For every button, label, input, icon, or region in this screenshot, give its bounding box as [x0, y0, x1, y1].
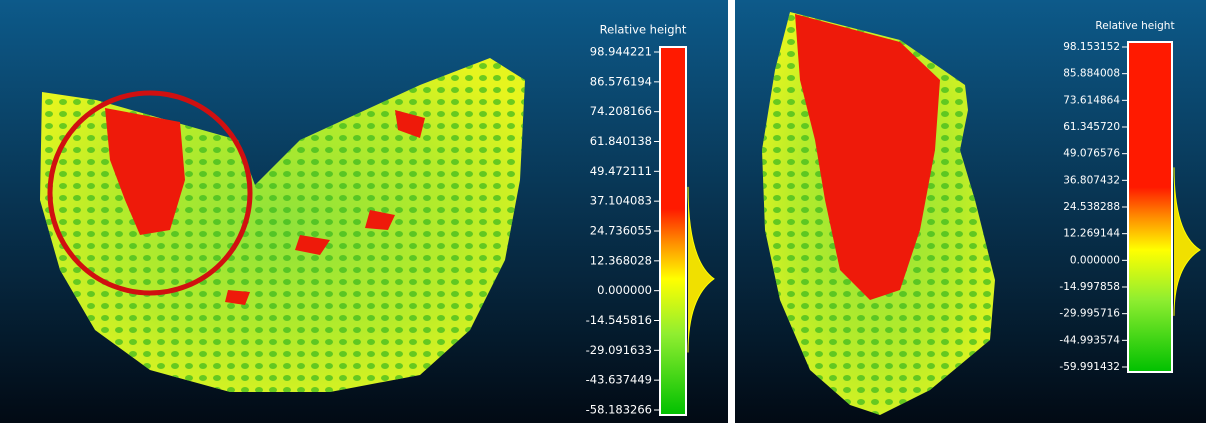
scale-label: 0.000000 [597, 283, 652, 297]
scale-label: 37.104083 [590, 194, 652, 208]
scale-label: 61.840138 [590, 134, 652, 148]
scale-title: Relative height [1095, 20, 1174, 32]
scale-label: -14.545816 [586, 313, 652, 327]
scale-label: -58.183266 [586, 403, 652, 417]
scale-label: -14.997858 [1059, 281, 1120, 293]
scale-label: 98.944221 [590, 45, 652, 59]
scale-label: -43.637449 [586, 373, 652, 387]
scale-label: -29.995716 [1059, 308, 1120, 320]
screenshot: Relative height 98.944221 86.576194 74.2081… [0, 0, 1206, 423]
color-scale-bar [660, 47, 686, 415]
scale-label: 61.345720 [1063, 121, 1120, 133]
scale-label: 73.614864 [1063, 94, 1120, 106]
scale-label: -59.991432 [1059, 361, 1120, 373]
scale-label: 24.538288 [1063, 201, 1120, 213]
color-scale-bar [1128, 42, 1172, 372]
scale-label: 98.153152 [1063, 41, 1120, 53]
scale-label: 74.208166 [590, 104, 652, 118]
scale-title: Relative height [600, 23, 687, 37]
scale-label: 49.076576 [1063, 148, 1120, 160]
scale-label: -44.993574 [1059, 334, 1120, 346]
scale-label: 86.576194 [590, 74, 652, 88]
scale-label: 36.807432 [1063, 174, 1120, 186]
scale-label: 12.269144 [1063, 228, 1120, 240]
scale-label: 24.736055 [590, 224, 652, 238]
scale-label: -29.091633 [586, 343, 652, 357]
scale-label: 85.884008 [1063, 68, 1120, 80]
scale-label: 0.000000 [1070, 254, 1120, 266]
scale-label: 49.472111 [590, 164, 652, 178]
scale-label: 12.368028 [590, 253, 652, 267]
